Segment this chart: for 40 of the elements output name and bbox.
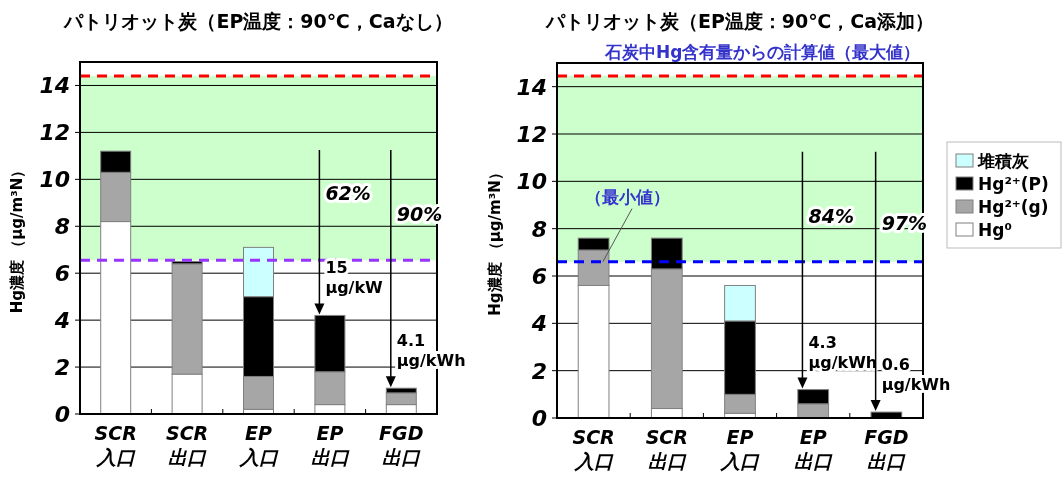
chart-title: パトリオット炭（EP温度：90℃，Caなし） [63, 10, 453, 32]
legend-label: Hg⁰ [978, 220, 1012, 240]
ref-line-label: （最小値） [585, 186, 670, 207]
annotation: 84% [808, 205, 854, 228]
y-tick-label: 2 [54, 355, 70, 381]
x-tick-label: SCR 入口 [94, 422, 137, 468]
y-tick-label: 0 [531, 406, 547, 431]
ref-line-label: 石炭中Hg含有量からの計算値（最大値） [604, 42, 921, 62]
y-tick-label: 14 [39, 73, 70, 99]
y-tick-label: 4 [53, 308, 70, 334]
y-tick-label: 10 [39, 167, 70, 193]
x-tick-label: FGD 出口 [864, 426, 909, 472]
y-tick-label: 6 [531, 264, 547, 289]
annotation: 15 μg/kW [325, 258, 384, 298]
x-tick-label: SCR 出口 [165, 422, 209, 468]
x-tick-label: SCR 出口 [645, 426, 688, 472]
x-tick-label: SCR 入口 [572, 426, 615, 472]
legend-label: Hg²⁺(P) [978, 174, 1049, 194]
x-tick-label: FGD 出口 [379, 422, 424, 468]
y-tick-label: 8 [54, 214, 70, 240]
legend-label: Hg²⁺(g) [978, 197, 1049, 217]
y-tick-label: 0 [54, 402, 70, 427]
y-tick-label: 12 [39, 120, 70, 146]
y-axis-title: Hg濃度 （μg/m³N） [486, 165, 504, 316]
annotation: 62% [325, 181, 371, 204]
chart-title: パトリオット炭（EP温度：90℃，Ca添加） [544, 10, 935, 32]
x-tick-label: EP 出口 [794, 426, 834, 472]
y-tick-label: 2 [531, 358, 547, 384]
x-tick-label: EP 入口 [720, 426, 760, 472]
y-tick-label: 6 [54, 261, 70, 287]
y-tick-label: 8 [531, 216, 547, 242]
y-tick-label: 10 [516, 169, 547, 195]
y-tick-label: 4 [530, 311, 547, 337]
y-tick-label: 14 [516, 74, 547, 100]
x-tick-label: EP 出口 [310, 422, 350, 468]
y-axis-title: Hg濃度 （μg/m³N） [8, 162, 26, 314]
x-tick-label: EP 入口 [238, 422, 279, 468]
y-tick-label: 12 [516, 122, 547, 147]
annotation: 4.3 μg/kWh [808, 332, 878, 372]
legend-label: 堆積灰 [977, 151, 1030, 171]
